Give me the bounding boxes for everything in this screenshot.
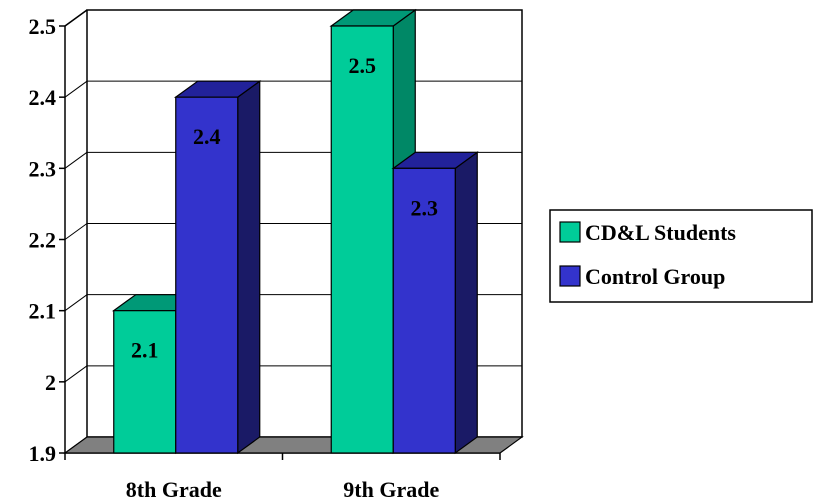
legend-label: CD&L Students (585, 220, 736, 245)
data-labels: 2.1 2.4 2.5 2.3 (131, 53, 438, 363)
y-tick-label: 2 (45, 370, 56, 395)
bar-front (175, 96, 239, 454)
bar-front (113, 310, 177, 454)
side-wall-line (64, 223, 88, 240)
x-axis-ticks: 8th Grade 9th Grade (126, 477, 440, 502)
data-label: 2.1 (131, 338, 159, 363)
data-label: 2.4 (193, 124, 221, 149)
y-axis-ticks: 1.9 2 2.1 2.2 2.3 2.4 2.5 (29, 14, 57, 466)
side-wall-line (64, 365, 88, 383)
y-axis-top (64, 9, 88, 27)
bar-front (392, 167, 456, 454)
bar-side (454, 151, 478, 455)
x-tick-label: 9th Grade (343, 477, 439, 502)
legend-label: Control Group (585, 264, 725, 289)
bar-side (237, 79, 261, 455)
bar-front (330, 25, 394, 454)
legend-box (549, 209, 813, 303)
side-wall-line (64, 80, 88, 98)
y-tick-label: 2.1 (29, 299, 57, 324)
legend: CD&L Students Control Group (549, 209, 813, 303)
data-label: 2.3 (411, 195, 439, 220)
data-label: 2.5 (349, 53, 377, 78)
y-tick-label: 2.4 (29, 85, 57, 110)
y-tick-label: 2.2 (29, 228, 57, 253)
side-wall-line (64, 294, 88, 312)
legend-swatch (559, 221, 581, 243)
bar (173, 79, 262, 455)
y-tick-label: 2.3 (29, 156, 57, 181)
bars (111, 8, 480, 455)
y-tick-label: 1.9 (29, 441, 57, 466)
legend-swatch (559, 265, 581, 287)
x-tick-label: 8th Grade (126, 477, 222, 502)
bar (391, 151, 480, 455)
side-wall-line (64, 151, 88, 169)
y-tick-label: 2.5 (29, 14, 57, 39)
